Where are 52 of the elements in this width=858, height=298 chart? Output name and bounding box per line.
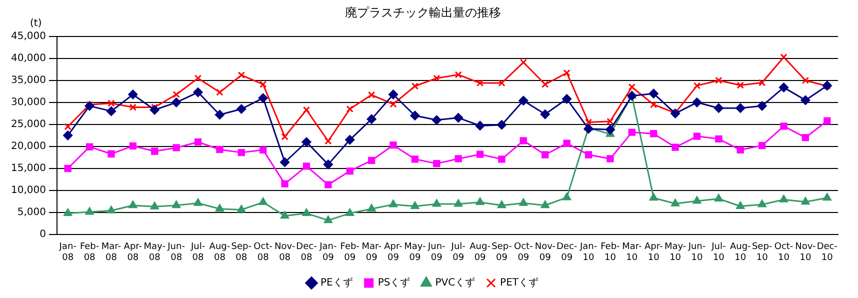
x-tick-label: Jun-09: [426, 242, 446, 263]
x-tick-label: Mar-09: [362, 242, 382, 263]
x-tick-label: Apr-09: [384, 242, 402, 263]
x-tick-label: Feb-09: [340, 242, 360, 263]
legend-label: PETくず: [500, 276, 539, 289]
y-tick-label: 15,000: [10, 162, 46, 174]
legend-label: PVCくず: [435, 276, 476, 289]
x-tick-label: Jul-08: [190, 242, 206, 263]
x-tick-label: Nov-08: [274, 242, 296, 263]
x-tick-label: Aug-10: [730, 242, 751, 263]
y-axis-title: (t): [30, 18, 42, 29]
x-tick-label: Apr-08: [124, 242, 142, 263]
x-tick-label: Feb-08: [80, 242, 100, 263]
y-tick-label: 20,000: [10, 140, 46, 152]
x-tick-label: Nov-10: [795, 242, 816, 263]
x-tick-label: Jan-08: [58, 242, 76, 263]
x-tick-label: Sep-08: [231, 242, 252, 263]
x-tick-label: May-08: [144, 242, 166, 263]
x-tick-label: May-10: [664, 242, 686, 263]
y-tick-label: 35,000: [10, 74, 46, 86]
x-tick-label: Oct-08: [254, 242, 272, 263]
x-tick-label: Jan-10: [578, 242, 598, 263]
x-tick-label: Oct-10: [774, 242, 794, 263]
x-tick-label: Oct-09: [514, 242, 533, 263]
legend-label: PEくず: [320, 276, 353, 289]
x-tick-label: Sep-10: [752, 242, 772, 263]
x-tick-label: Mar-08: [101, 242, 122, 263]
x-tick-label: Aug-08: [209, 242, 230, 263]
legend-label: PSくず: [378, 276, 410, 289]
x-tick-label: Jul-09: [450, 242, 466, 263]
y-tick-label: 0: [40, 228, 46, 240]
y-tick-label: 30,000: [10, 96, 46, 108]
x-tick-label: Jun-08: [166, 242, 185, 263]
x-tick-label: Jan-09: [318, 242, 337, 263]
x-tick-label: Jun-10: [687, 242, 706, 263]
y-tick-label: 45,000: [10, 30, 46, 42]
x-tick-label: Apr-10: [644, 242, 663, 263]
x-tick-label: Sep-09: [492, 242, 512, 263]
x-tick-label: Aug-09: [470, 242, 490, 263]
y-tick-label: 25,000: [10, 118, 46, 130]
x-tick-label: Dec-10: [816, 242, 838, 263]
x-tick-label: Dec-08: [296, 242, 317, 263]
x-tick-label: Feb-10: [600, 242, 620, 263]
x-tick-label: Dec-09: [556, 242, 578, 263]
x-tick-label: Nov-09: [534, 242, 556, 263]
y-tick-label: 10,000: [10, 184, 46, 196]
x-tick-label: Jul-10: [710, 242, 726, 263]
x-tick-label: May-09: [404, 242, 426, 263]
y-tick-label: 5,000: [17, 206, 46, 218]
y-tick-label: 40,000: [10, 52, 46, 64]
x-tick-label: Mar-10: [622, 242, 642, 263]
chart-title: 廃プラスチック輸出量の推移: [345, 5, 501, 20]
